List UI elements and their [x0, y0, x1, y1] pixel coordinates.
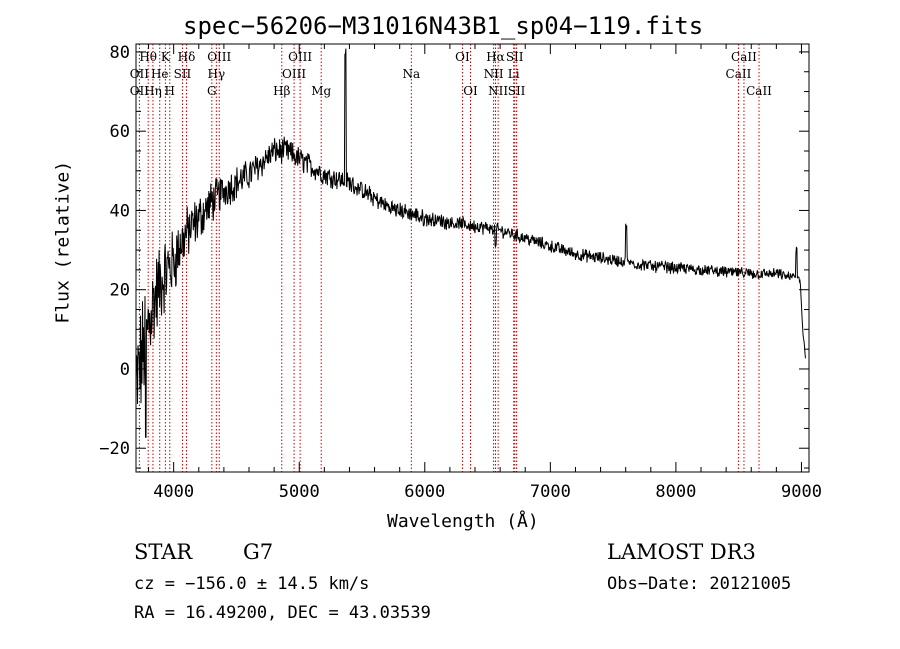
- spectral-line-label: CaII: [726, 67, 752, 81]
- spectrum-line: [135, 48, 806, 439]
- spectral-line-label: OIII: [282, 67, 306, 81]
- spectral-line-label: OIII: [288, 50, 312, 64]
- spectral-line-label: Hδ: [178, 50, 196, 64]
- spectral-line-label: OIII: [207, 50, 231, 64]
- spectral-line-label: SII: [174, 67, 192, 81]
- spectral-line-label: Hγ: [208, 67, 226, 81]
- spectral-line-label: NII: [488, 84, 508, 98]
- y-tick-label: 20: [110, 281, 130, 301]
- y-axis-label: Flux (relative): [52, 160, 74, 324]
- spectral-line-label: Li: [508, 67, 520, 81]
- x-tick-label: 7000: [530, 482, 571, 502]
- y-tick-label: 80: [110, 43, 130, 63]
- spectral-line-label: Hθ: [139, 50, 157, 64]
- spectral-line-label: SII: [506, 50, 524, 64]
- chart-title: spec−56206−M31016N43B1_sp04−119.fits: [183, 12, 704, 40]
- y-tick-label: 60: [110, 122, 130, 142]
- x-tick-label: 9000: [781, 482, 822, 502]
- x-axis-label: Wavelength (Å): [387, 511, 539, 532]
- spectral-line-label: H: [165, 84, 175, 98]
- spectral-line-label: Hα: [486, 50, 505, 64]
- spectral-line-label: CaII: [731, 50, 757, 64]
- obs-date: Obs−Date: 20121005: [607, 574, 792, 594]
- axis-ticks: 4000 5000 6000 7000 8000 9000 −20 0 20 40 60 80: [99, 43, 822, 502]
- spectral-line-label: Mg: [311, 84, 331, 98]
- survey-name: LAMOST DR3: [607, 540, 756, 564]
- spectral-line-label: CaII: [746, 84, 772, 98]
- spectral-line-label: Hβ: [273, 84, 290, 98]
- spectral-line-label: He: [151, 67, 169, 81]
- x-tick-label: 6000: [404, 482, 445, 502]
- spectral-line-label: OII: [130, 67, 150, 81]
- x-tick-label: 5000: [279, 482, 320, 502]
- spectral-line-label: OII: [130, 84, 150, 98]
- y-tick-label: 0: [120, 360, 130, 380]
- spectral-line-label: NII: [484, 67, 504, 81]
- x-tick-label: 4000: [153, 482, 194, 502]
- spectral-line-label: Na: [403, 67, 421, 81]
- coordinates: RA = 16.49200, DEC = 43.03539: [134, 603, 431, 623]
- plot-frame: [135, 43, 810, 473]
- redshift-readout: cz = −156.0 ± 14.5 km/s: [134, 574, 370, 594]
- spectral-line-markers: [138, 44, 760, 472]
- spectral-line-label: Hη: [144, 84, 162, 98]
- object-subclass: G7: [243, 540, 274, 564]
- object-class: STAR: [134, 540, 193, 564]
- y-tick-label: 40: [110, 201, 130, 221]
- spectral-line-label: K: [161, 50, 171, 64]
- spectral-line-label: SII: [508, 84, 526, 98]
- spectral-line-label: G: [207, 84, 217, 98]
- spectral-line-label: OI: [455, 50, 470, 64]
- y-tick-label: −20: [99, 439, 130, 459]
- x-tick-label: 8000: [655, 482, 696, 502]
- spectral-line-label: OI: [463, 84, 478, 98]
